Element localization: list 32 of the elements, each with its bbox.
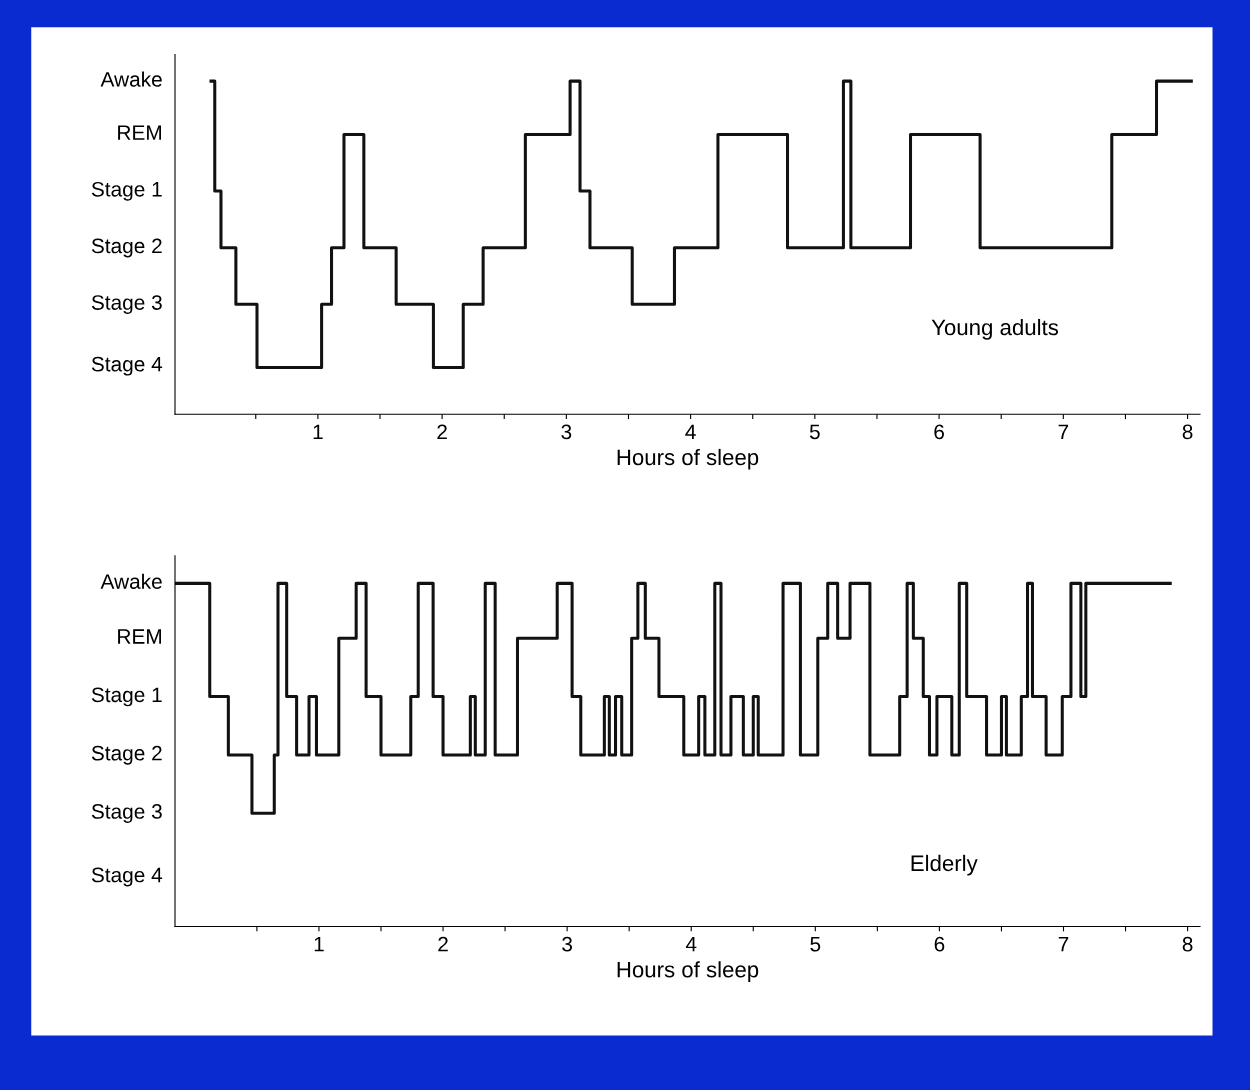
text: Stage 4 bbox=[91, 867, 163, 887]
text: Stage 2 bbox=[91, 238, 162, 258]
text: Stage 1 bbox=[91, 181, 162, 201]
x-tick-label: 4 bbox=[685, 936, 697, 952]
text: Awake bbox=[100, 71, 162, 87]
x-tick-label: 3 bbox=[561, 424, 572, 440]
text: REM bbox=[118, 125, 161, 140]
text: REM bbox=[118, 629, 161, 644]
x-tick-label: 6 bbox=[934, 936, 945, 952]
annotation: Young adults bbox=[931, 318, 1059, 340]
text: Stage 1 bbox=[91, 687, 162, 707]
x-tick-label: 1 bbox=[313, 424, 323, 440]
x-tick-label: 2 bbox=[438, 936, 448, 952]
x-tick-label: 6 bbox=[934, 424, 944, 440]
annotation: Elderly bbox=[911, 854, 978, 876]
x-axis-title: Hours of sleep bbox=[617, 448, 759, 470]
x-tick-label: 7 bbox=[1058, 424, 1069, 440]
x-tick-label: 4 bbox=[685, 424, 696, 440]
x-tick-label: 7 bbox=[1058, 936, 1069, 952]
text: Stage 2 bbox=[91, 745, 162, 765]
x-tick-label: 8 bbox=[1182, 424, 1193, 440]
x-tick-label: 3 bbox=[562, 936, 573, 952]
text: Stage 4 bbox=[91, 356, 163, 376]
x-tick-label: 5 bbox=[810, 936, 821, 952]
text: Awake bbox=[100, 573, 162, 589]
x-tick-label: 1 bbox=[314, 936, 324, 952]
x-tick-label: 5 bbox=[809, 424, 820, 440]
text: Stage 3 bbox=[91, 804, 162, 823]
x-tick-label: 2 bbox=[437, 424, 447, 440]
x-tick-label: 8 bbox=[1182, 936, 1193, 952]
x-axis-title: Hours of sleep bbox=[617, 961, 759, 982]
text: Stage 3 bbox=[91, 295, 162, 314]
